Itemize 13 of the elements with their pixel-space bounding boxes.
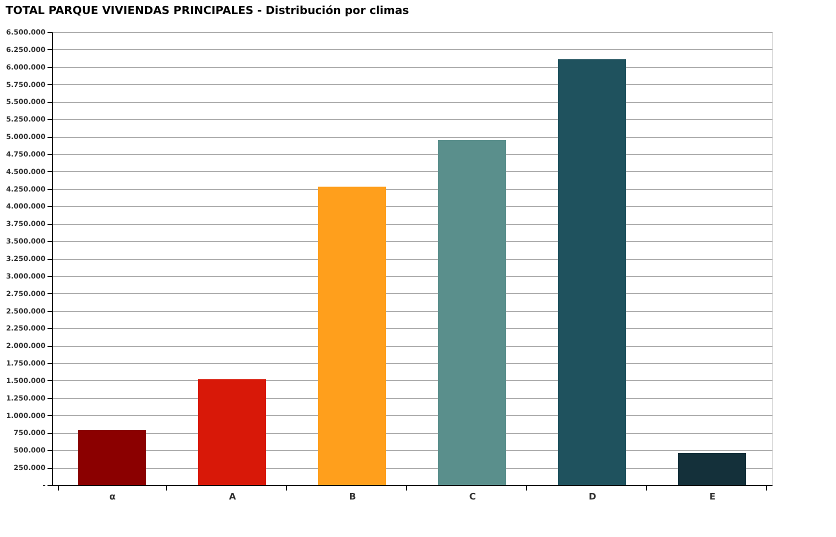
x-tick-label: D bbox=[588, 492, 596, 502]
x-tick-label: B bbox=[349, 492, 356, 502]
bar bbox=[78, 430, 146, 485]
x-tick-label: A bbox=[229, 492, 236, 502]
bar bbox=[198, 379, 266, 485]
x-tick-label: α bbox=[109, 492, 116, 502]
bar bbox=[558, 59, 626, 485]
bar bbox=[438, 140, 506, 485]
x-tick-label: C bbox=[469, 492, 476, 502]
chart-title: TOTAL PARQUE VIVIENDAS PRINCIPALES - Distribución por climas bbox=[6, 4, 410, 17]
x-tick-label: E bbox=[709, 492, 716, 502]
bar bbox=[318, 186, 386, 485]
bar bbox=[678, 452, 746, 485]
